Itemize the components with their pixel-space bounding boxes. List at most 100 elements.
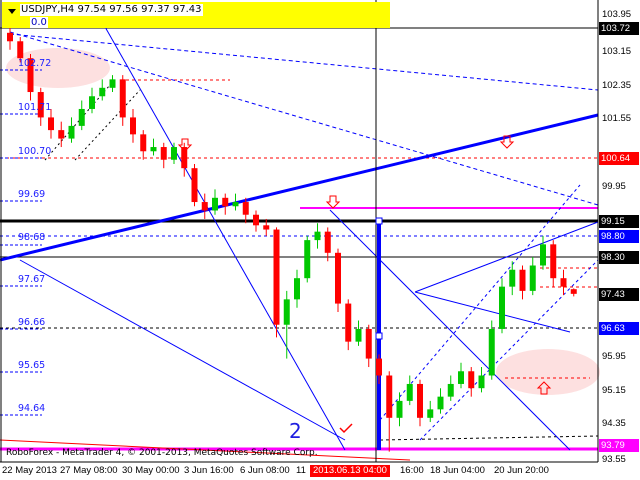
trendline-main bbox=[0, 113, 599, 262]
candle-body bbox=[78, 108, 85, 126]
candle bbox=[550, 240, 557, 287]
candle bbox=[17, 37, 24, 63]
x-cursor-time: 2013.06.13 04:00 bbox=[310, 465, 390, 477]
candle bbox=[222, 193, 229, 215]
candle-body bbox=[478, 375, 485, 389]
candle bbox=[509, 261, 516, 296]
candle bbox=[242, 197, 249, 224]
candle bbox=[89, 87, 95, 114]
candle-body bbox=[232, 202, 239, 207]
arrow-down-icon bbox=[499, 135, 515, 149]
candle bbox=[48, 108, 54, 139]
candle-body bbox=[376, 358, 382, 376]
channel-black-2 bbox=[74, 89, 141, 161]
price-tag-current: 97.43 bbox=[599, 288, 639, 301]
candle-body bbox=[324, 231, 331, 253]
candle-body bbox=[89, 96, 95, 109]
candle bbox=[406, 375, 413, 406]
x-tick: 18 Jun 04:00 bbox=[430, 465, 485, 476]
candle-body bbox=[181, 147, 188, 169]
candle bbox=[529, 257, 536, 296]
candle-body bbox=[191, 168, 198, 203]
candle bbox=[68, 117, 75, 143]
fib-level-label: 97.67 bbox=[18, 274, 46, 285]
fib-level-label: 95.65 bbox=[18, 360, 46, 371]
copyright-text: RoboForex - MetaTrader 4, © 2001-2013, M… bbox=[6, 448, 318, 458]
candle bbox=[447, 375, 454, 401]
candle bbox=[109, 75, 116, 93]
candle bbox=[119, 75, 126, 126]
x-tick: 22 May 2013 bbox=[2, 465, 57, 476]
fib-level-label: 102.72 bbox=[18, 58, 52, 69]
candle bbox=[365, 324, 372, 368]
candle bbox=[396, 392, 403, 427]
price-tag: 96.63 bbox=[599, 322, 639, 335]
arrow-up-icon bbox=[536, 381, 552, 395]
candle-body bbox=[99, 87, 106, 97]
candle-body bbox=[468, 371, 475, 389]
x-tick: 16:00 bbox=[400, 465, 424, 476]
trendline-red bbox=[0, 439, 411, 461]
trendline-down-1 bbox=[99, 17, 346, 451]
candle bbox=[37, 87, 44, 126]
dropdown-triangle-icon[interactable] bbox=[8, 9, 16, 14]
trendline-down-3 bbox=[329, 209, 571, 451]
candle bbox=[181, 142, 188, 177]
candle-body bbox=[273, 229, 280, 325]
candle-body bbox=[406, 383, 413, 401]
candle-body bbox=[560, 278, 567, 287]
candle-body bbox=[304, 240, 311, 279]
candle bbox=[458, 362, 464, 389]
symbol-info: USDJPY,H4 97.54 97.56 97.37 97.43 bbox=[20, 4, 203, 16]
candle bbox=[314, 223, 321, 249]
candle bbox=[253, 210, 259, 232]
candle-body bbox=[171, 147, 177, 160]
x-tick: 20 Jun 20:00 bbox=[494, 465, 549, 476]
candle bbox=[355, 320, 362, 346]
price-tag: 98.30 bbox=[599, 251, 639, 264]
candle-body bbox=[201, 202, 208, 211]
candle bbox=[294, 269, 300, 308]
candle-body bbox=[222, 197, 229, 207]
candle-body bbox=[550, 244, 557, 279]
candle-body bbox=[68, 125, 75, 139]
candle-body bbox=[427, 409, 434, 418]
measure-handle-top[interactable] bbox=[375, 217, 383, 225]
candle-body bbox=[119, 79, 126, 118]
candle bbox=[488, 320, 495, 380]
candle bbox=[468, 367, 475, 397]
candle-body bbox=[294, 278, 300, 300]
candle bbox=[140, 130, 147, 160]
fib-level-lines bbox=[0, 69, 42, 416]
candle bbox=[58, 121, 65, 148]
fib-level-label: 98.68 bbox=[18, 232, 46, 243]
candle-body bbox=[365, 328, 372, 359]
candle-body bbox=[519, 269, 526, 291]
candle-body bbox=[509, 269, 516, 287]
fib-header: USDJPY,H4 97.54 97.56 97.37 97.43 0.0 bbox=[2, 2, 390, 28]
candle bbox=[417, 379, 423, 427]
candle-body bbox=[17, 41, 24, 59]
y-tick: 103.15 bbox=[602, 46, 632, 57]
price-tag: 93.79 bbox=[599, 439, 639, 452]
channel-dash-2 bbox=[419, 259, 599, 441]
candle bbox=[201, 193, 208, 219]
candle bbox=[212, 189, 218, 215]
candle-body bbox=[570, 289, 577, 294]
candle bbox=[171, 142, 177, 164]
fib-zero-label: 0.0 bbox=[30, 17, 48, 28]
trendline-down-2 bbox=[19, 259, 346, 441]
candle bbox=[7, 24, 13, 50]
candle bbox=[150, 138, 157, 156]
candle-body bbox=[109, 79, 116, 88]
arrow-down-icon bbox=[177, 138, 193, 152]
candle-body bbox=[386, 375, 393, 418]
candle bbox=[427, 400, 434, 423]
candle-body bbox=[27, 58, 34, 93]
measure-handle-mid[interactable] bbox=[375, 332, 383, 340]
candle-body bbox=[160, 147, 167, 160]
y-tick: 101.55 bbox=[602, 113, 632, 124]
price-tag: 103.72 bbox=[599, 22, 639, 35]
triangle-upper bbox=[414, 221, 599, 293]
